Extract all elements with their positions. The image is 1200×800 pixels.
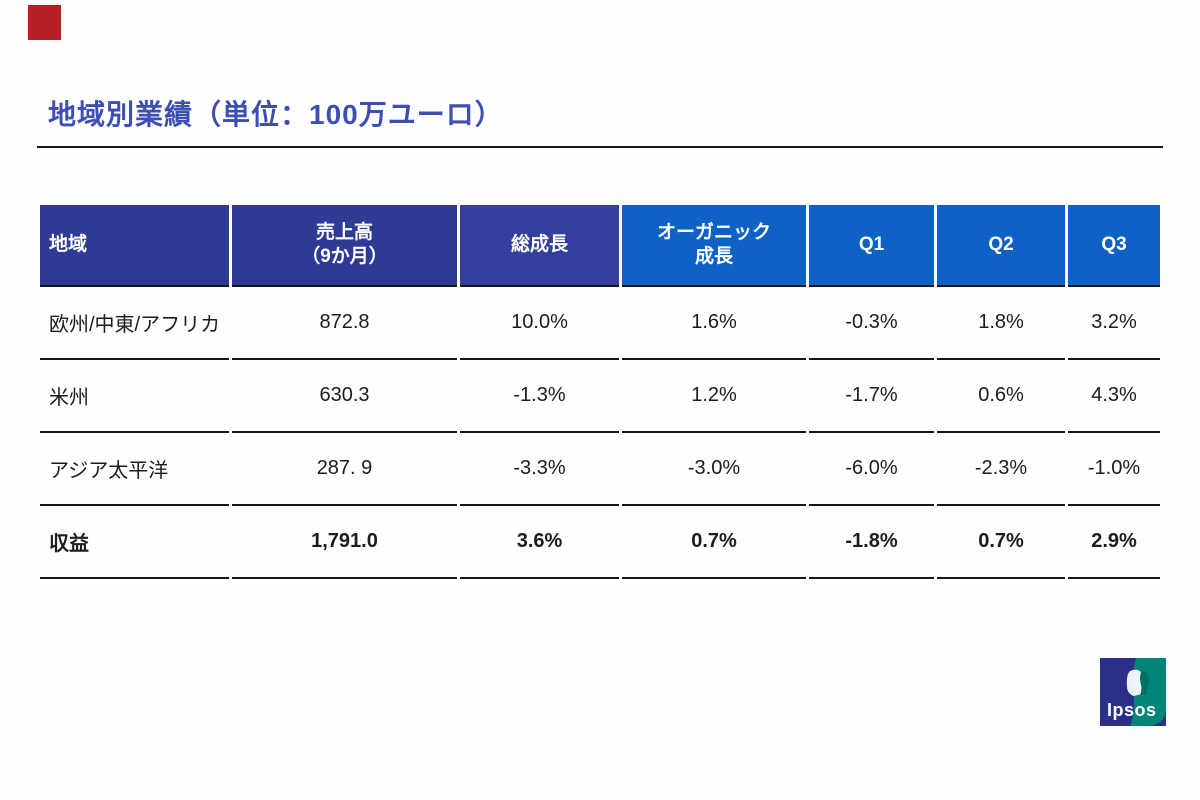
table-cell: 1.8% (937, 287, 1065, 360)
table-cell: 1.2% (622, 360, 806, 433)
table-cell: -0.3% (809, 287, 934, 360)
table-cell: 1.6% (622, 287, 806, 360)
table-cell: 3.6% (460, 506, 619, 579)
faces-icon (1126, 669, 1150, 696)
column-header-total-growth: 総成長 (460, 205, 619, 287)
region-cell: 米州 (40, 360, 229, 433)
table-cell: 0.6% (937, 360, 1065, 433)
column-header-q2: Q2 (937, 205, 1065, 287)
column-header-organic-growth: オーガニック 成長 (622, 205, 806, 287)
ipsos-logo-wordmark: Ipsos (1107, 700, 1157, 720)
column-header-region: 地域 (40, 205, 229, 287)
column-header-q1: Q1 (809, 205, 934, 287)
title-divider (37, 146, 1163, 148)
table-cell: -3.0% (622, 433, 806, 506)
table-cell: 2.9% (1068, 506, 1160, 579)
table-cell: 0.7% (937, 506, 1065, 579)
ipsos-logo-icon: Ipsos (1100, 658, 1166, 726)
page-title: 地域別業績（単位：100万ユーロ） (48, 99, 504, 130)
table-cell: 872.8 (232, 287, 457, 360)
column-header-revenue: 売上高 （9か月） (232, 205, 457, 287)
table-cell: -1.7% (809, 360, 934, 433)
table-cell: -1.3% (460, 360, 619, 433)
region-cell: 欧州/中東/アフリカ (40, 287, 229, 360)
region-cell: アジア太平洋 (40, 433, 229, 506)
table-cell: -1.0% (1068, 433, 1160, 506)
table-cell: 4.3% (1068, 360, 1160, 433)
regional-performance-table: 地域 売上高 （9か月） 総成長 オーガニック 成長 Q1 Q2 Q3 欧州/中… (40, 205, 1160, 579)
table-cell: 3.2% (1068, 287, 1160, 360)
accent-square (28, 5, 61, 40)
table-cell: 287. 9 (232, 433, 457, 506)
table-cell: 10.0% (460, 287, 619, 360)
table-cell: 0.7% (622, 506, 806, 579)
table-cell: 630.3 (232, 360, 457, 433)
column-header-q3: Q3 (1068, 205, 1160, 287)
table-cell: -1.8% (809, 506, 934, 579)
table-cell: -3.3% (460, 433, 619, 506)
table-cell: -6.0% (809, 433, 934, 506)
table-cell: -2.3% (937, 433, 1065, 506)
table-cell: 1,791.0 (232, 506, 457, 579)
total-row-label: 収益 (40, 506, 229, 579)
